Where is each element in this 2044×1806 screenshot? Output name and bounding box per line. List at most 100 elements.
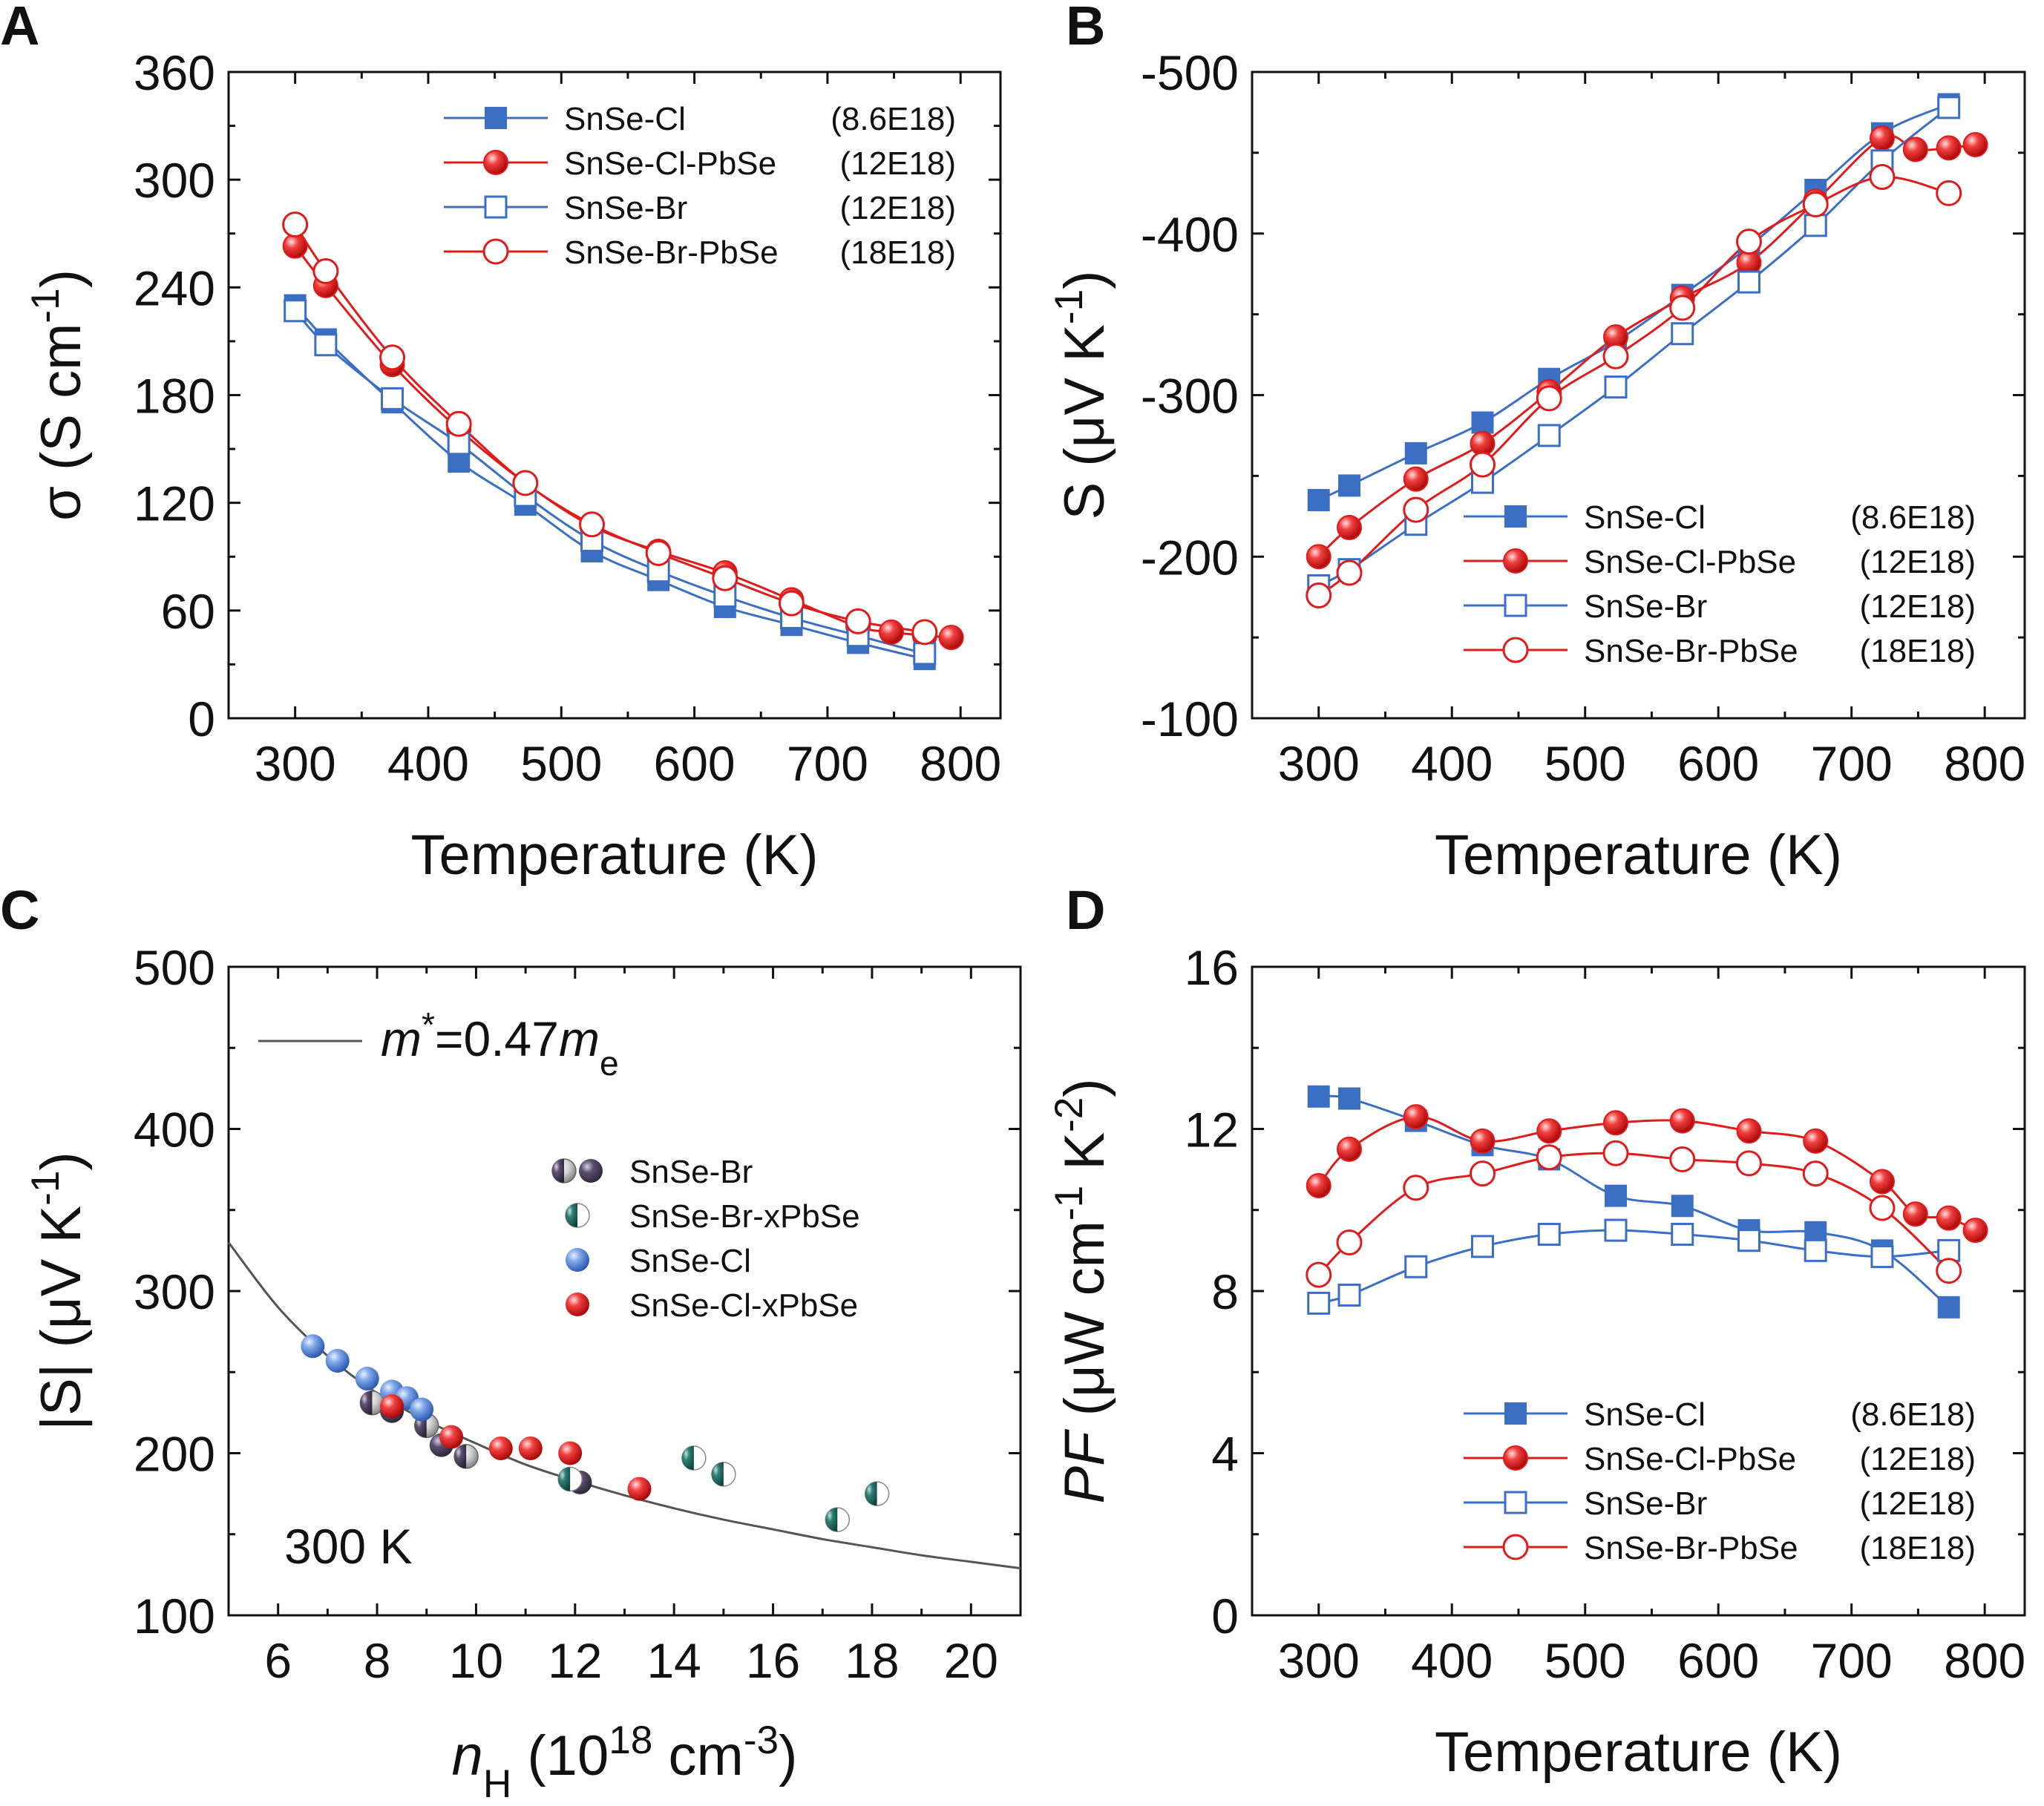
data-point-open-square (1537, 424, 1561, 447)
data-point-circle (1337, 515, 1363, 541)
data-point-circle (1337, 1136, 1363, 1162)
label-part: ) (30, 269, 93, 288)
data-point-open-square (1504, 594, 1527, 617)
data-point-sphere (565, 1203, 590, 1228)
data-point-open-square (1937, 1238, 1961, 1262)
data-point-sphere (681, 1445, 707, 1471)
legend-carrier: (12E18) (839, 145, 956, 182)
sphere-half (454, 1444, 467, 1468)
y-tick-label: 12 (1185, 1103, 1239, 1158)
data-point-open-circle (1536, 385, 1562, 412)
y-tick-label: 0 (1211, 1589, 1239, 1644)
data-point-sphere (825, 1507, 851, 1532)
y-tick-label: 120 (134, 476, 215, 531)
legend-carrier: (8.6E18) (1850, 1396, 1976, 1433)
y-tick-label: 180 (134, 369, 215, 424)
data-point-open-circle (778, 590, 805, 617)
y-axis-label: |S| (μV K-1) (24, 1152, 94, 1431)
data-point-open-circle (1403, 1175, 1429, 1201)
x-tick-label: 400 (1411, 1633, 1493, 1688)
x-tick-label: 500 (520, 736, 602, 791)
x-tick-label: 300 (1278, 1633, 1360, 1688)
data-point-open-circle (512, 470, 539, 496)
x-tick-label: 14 (646, 1633, 701, 1688)
data-point-open-circle (712, 565, 738, 591)
data-point-open-circle (1802, 191, 1829, 218)
data-point-square (1937, 1296, 1960, 1319)
sphere-half (558, 1467, 571, 1491)
data-point-open-square (314, 333, 338, 357)
legend-label: SnSe-Br (629, 1154, 753, 1190)
label-part: cm (652, 1724, 743, 1787)
series-line (1317, 134, 1976, 558)
legend-label: SnSe-Br (1584, 588, 1707, 625)
sphere-body (518, 1436, 543, 1460)
y-tick-label: 500 (134, 940, 215, 995)
label-part: K (1053, 1132, 1116, 1186)
x-tick-label: 700 (787, 736, 868, 791)
label-part: σ (S cm (30, 324, 93, 521)
x-tick-label: 16 (746, 1633, 800, 1688)
data-point-open-square (1537, 1223, 1561, 1247)
y-tick-label: -400 (1141, 207, 1239, 262)
data-point-circle (1403, 466, 1429, 492)
label-part: -1 (1047, 289, 1091, 324)
data-point-open-circle (482, 238, 509, 265)
legend-carrier: (18E18) (839, 234, 956, 271)
panel-d-power-factor: 300 400 500 600 700 800 0 4 8 12 16 Temperature (K)… (1047, 940, 2026, 1784)
data-point-square (1338, 1087, 1361, 1110)
data-point-open-circle (1735, 229, 1762, 255)
x-tick-label: 800 (920, 736, 1001, 791)
data-point-circle (282, 233, 308, 259)
label-part: H (483, 1762, 511, 1806)
legend-carrier: (12E18) (1859, 544, 1976, 580)
data-point-sphere (301, 1334, 325, 1359)
data-point-open-square (913, 642, 937, 666)
legend-label: SnSe-Cl (1584, 499, 1706, 536)
label-part: (10 (511, 1724, 609, 1787)
data-point-open-square (1604, 1218, 1628, 1242)
sphere-body (488, 1436, 513, 1460)
data-point-sphere (557, 1466, 583, 1492)
data-point-open-circle (282, 211, 309, 238)
label-part: PF (1053, 1429, 1116, 1504)
sphere-body (355, 1366, 379, 1390)
panel-label-d: D (1066, 879, 1105, 941)
y-tick-label: 60 (161, 584, 215, 639)
data-point-circle (1669, 1108, 1695, 1134)
panel-label-c: C (0, 879, 39, 941)
data-point-square (485, 107, 507, 129)
data-point-open-circle (1470, 451, 1496, 478)
data-point-sphere (864, 1481, 890, 1506)
label-part: -1 (24, 1171, 68, 1206)
x-tick-label: 400 (1411, 736, 1493, 791)
y-tick-label: 200 (134, 1427, 215, 1482)
data-point-open-square (484, 195, 508, 219)
data-point-open-square (1337, 1283, 1361, 1307)
x-tick-label: 800 (1944, 1633, 2025, 1688)
data-point-open-circle (845, 608, 871, 634)
sphere-body (301, 1334, 325, 1359)
label-part: |S| (μV K (30, 1206, 93, 1431)
plot-frame (227, 965, 1022, 1617)
data-point-square (1307, 489, 1330, 512)
legend-carrier: (12E18) (839, 190, 956, 226)
data-point-open-circle (1536, 1144, 1562, 1171)
label-part: n (452, 1724, 483, 1787)
legend-label: SnSe-Br (1584, 1485, 1707, 1522)
label-part: (μW cm (1053, 1221, 1116, 1431)
series-line (1318, 103, 1950, 502)
legend-label: SnSe-Cl-PbSe (1584, 1441, 1796, 1477)
data-point-square (1307, 1085, 1330, 1108)
data-point-sphere (566, 1293, 589, 1316)
sphere-body (558, 1441, 583, 1465)
label-part: ) (1053, 1078, 1116, 1097)
data-point-open-circle (1336, 1229, 1363, 1255)
y-tick-label: -500 (1141, 45, 1239, 100)
data-point-circle (1403, 1104, 1429, 1130)
data-point-square (1338, 474, 1361, 497)
data-point-circle (1869, 125, 1895, 151)
legend-label: SnSe-Br-PbSe (564, 234, 779, 271)
legend-carrier: (8.6E18) (1850, 499, 1976, 536)
data-point-open-square (1804, 1238, 1827, 1262)
